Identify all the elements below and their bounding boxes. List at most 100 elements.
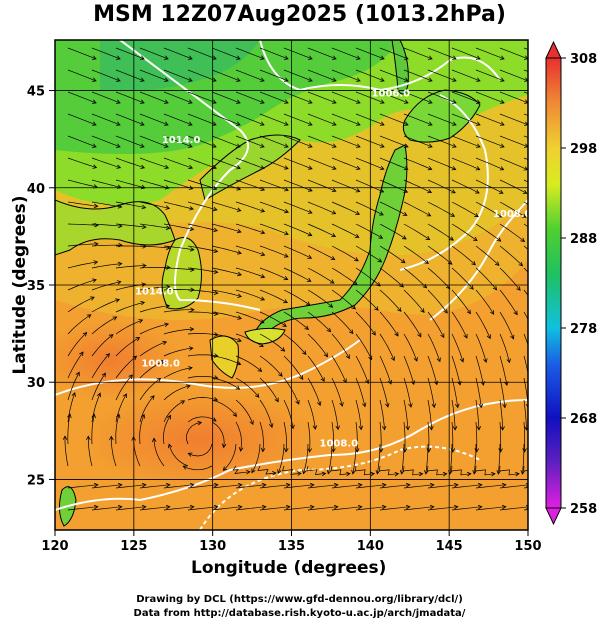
temperature-field-cold-patch — [100, 40, 260, 92]
streamline — [91, 316, 117, 335]
streamline — [307, 333, 328, 357]
streamline — [379, 69, 409, 82]
streamline — [475, 421, 478, 453]
streamline — [115, 414, 120, 445]
streamline-arrowhead — [165, 482, 171, 488]
streamline-arrowhead — [307, 448, 313, 453]
streamline-arrowhead — [305, 301, 311, 306]
streamline-arrowhead — [451, 77, 457, 82]
streamline-arrowhead — [237, 293, 242, 298]
streamline — [91, 91, 121, 104]
x-tick-label: 150 — [514, 539, 541, 554]
streamline — [331, 47, 361, 60]
streamline-arrowhead — [237, 250, 242, 255]
streamline-arrowhead — [523, 121, 528, 126]
streamline-arrowhead — [91, 413, 96, 419]
streamline-arrowhead — [331, 210, 337, 215]
streamline — [235, 311, 265, 324]
streamline-arrowhead — [397, 307, 402, 312]
streamline — [427, 245, 453, 265]
streamline-arrowhead — [355, 165, 361, 170]
streamline — [283, 47, 313, 60]
streamline — [283, 333, 307, 355]
streamline-arrowhead — [523, 99, 528, 104]
streamline-arrowhead — [518, 261, 524, 267]
streamline-arrowhead — [237, 271, 243, 277]
streamline-arrowhead — [164, 185, 170, 190]
streamline-arrowhead — [307, 77, 313, 82]
streamline-arrowhead — [331, 55, 337, 60]
streamline — [67, 506, 98, 511]
streamline — [475, 113, 505, 126]
streamline-arrowhead — [274, 397, 279, 403]
streamline-arrowhead — [491, 471, 496, 477]
streamline — [163, 91, 193, 104]
streamline — [235, 289, 265, 301]
streamline — [235, 484, 266, 489]
streamline — [235, 421, 242, 452]
streamline — [91, 47, 121, 60]
streamline — [115, 179, 146, 189]
streamline-arrowhead — [235, 99, 241, 104]
streamline — [451, 201, 479, 217]
streamline-arrowhead — [212, 206, 218, 212]
streamline — [379, 179, 408, 193]
streamline — [283, 135, 313, 148]
streamline-arrowhead — [451, 143, 457, 148]
streamline-arrowhead — [355, 99, 361, 104]
streamline-arrowhead — [475, 143, 481, 148]
streamline-arrowhead — [520, 237, 526, 243]
streamline-arrowhead — [504, 381, 509, 387]
streamline-arrowhead — [429, 504, 435, 510]
streamline-arrowhead — [189, 327, 195, 332]
streamline — [307, 91, 337, 104]
streamline — [163, 245, 194, 251]
streamline-arrowhead — [165, 205, 171, 210]
streamline-arrowhead — [426, 448, 432, 453]
isobar-label: 1008.0 — [320, 438, 359, 449]
streamline-arrowhead — [427, 143, 433, 148]
streamline-arrowhead — [116, 413, 121, 419]
streamline-arrowhead — [259, 55, 265, 60]
streamline — [283, 201, 313, 214]
streamline — [211, 69, 241, 82]
streamline — [91, 506, 122, 511]
streamline — [211, 289, 242, 297]
streamline — [403, 47, 433, 60]
streamline-arrowhead — [260, 251, 266, 257]
streamline — [115, 506, 146, 511]
streamline — [163, 328, 194, 335]
streamline — [475, 47, 505, 60]
streamline-arrowhead — [304, 325, 310, 330]
streamline — [163, 347, 193, 357]
streamline-arrowhead — [93, 260, 99, 265]
streamline-arrowhead — [403, 99, 409, 104]
streamline-arrowhead — [368, 355, 373, 361]
streamline-arrowhead — [429, 425, 434, 431]
streamline — [401, 443, 405, 474]
streamline-arrowhead — [453, 482, 459, 488]
streamline — [499, 289, 518, 315]
streamline — [473, 443, 477, 474]
streamline — [523, 377, 528, 407]
streamline — [499, 135, 528, 148]
streamline — [475, 135, 505, 148]
streamline-arrowhead — [135, 337, 141, 342]
streamline-arrowhead — [499, 99, 505, 104]
streamline — [451, 47, 481, 60]
streamline — [259, 245, 289, 258]
streamline-arrowhead — [405, 482, 411, 488]
streamline-arrowhead — [165, 504, 171, 510]
streamline — [283, 91, 313, 104]
streamline — [259, 113, 289, 126]
streamline-arrowhead — [213, 504, 219, 510]
streamline-arrowhead — [187, 143, 193, 148]
x-tick-label: 140 — [357, 539, 384, 554]
streamline-arrowhead — [283, 447, 289, 453]
streamline-arrowhead — [474, 212, 479, 218]
streamline-arrowhead — [466, 471, 472, 477]
streamline-arrowhead — [522, 189, 528, 194]
streamline — [211, 113, 241, 126]
streamline-arrowhead — [442, 471, 448, 477]
streamline-arrowhead — [260, 165, 265, 170]
